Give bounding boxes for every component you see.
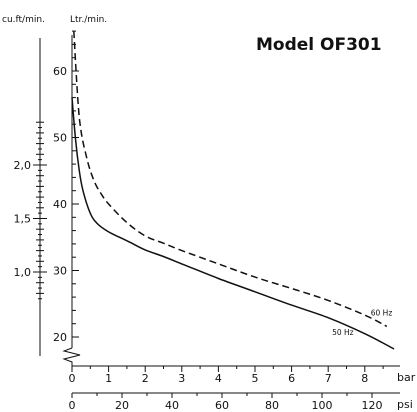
cuft-tick-label: 2,0 [14,159,32,172]
ltr-unit-label: Ltr./min. [70,15,107,25]
cuft-unit-label: cu.ft/min. [2,15,45,25]
psi-tick-label: 0 [69,399,76,412]
bar-tick-label: 2 [142,372,149,385]
ltr-tick-label: 50 [53,132,67,145]
ltr-tick-label: 40 [53,198,67,211]
psi-tick-label: 120 [362,399,383,412]
psi-tick-label: 80 [265,399,279,412]
bar-tick-label: 6 [288,372,295,385]
chart-title: Model OF301 [256,35,382,55]
axis-break-mark [62,347,81,366]
series-label-60-hz: 60 Hz [371,308,393,317]
series-layer: 60 Hz 50 Hz [71,31,395,350]
psi-tick-label: 40 [165,399,179,412]
bar-tick-label: 4 [215,372,222,385]
series-label-50-hz: 50 Hz [332,328,354,337]
psi-tick-label: 20 [115,399,129,412]
bar-tick-label: 7 [325,372,332,385]
bar-unit-label: bar [397,371,416,384]
ltr-tick-label: 60 [53,65,67,78]
psi-unit-label: psi [397,398,413,411]
bar-tick-label: 1 [105,372,112,385]
cuft-tick-label: 1,5 [14,213,32,226]
ltr-tick-label: 20 [53,331,67,344]
bar-tick-label: 8 [361,372,368,385]
ticks-layer: 0 1 2 3 4 5 6 7 80 20 40 60 80 100 12020304050601,01,5… [14,30,384,412]
series-line-50-hz [71,97,395,350]
ltr-tick-label: 30 [53,265,67,278]
cuft-tick-label: 1,0 [14,266,32,279]
series-line-60-hz [73,31,388,328]
bar-tick-label: 0 [69,372,76,385]
bar-tick-label: 3 [178,372,185,385]
psi-tick-label: 60 [215,399,229,412]
bar-tick-label: 5 [252,372,259,385]
psi-tick-label: 100 [312,399,333,412]
